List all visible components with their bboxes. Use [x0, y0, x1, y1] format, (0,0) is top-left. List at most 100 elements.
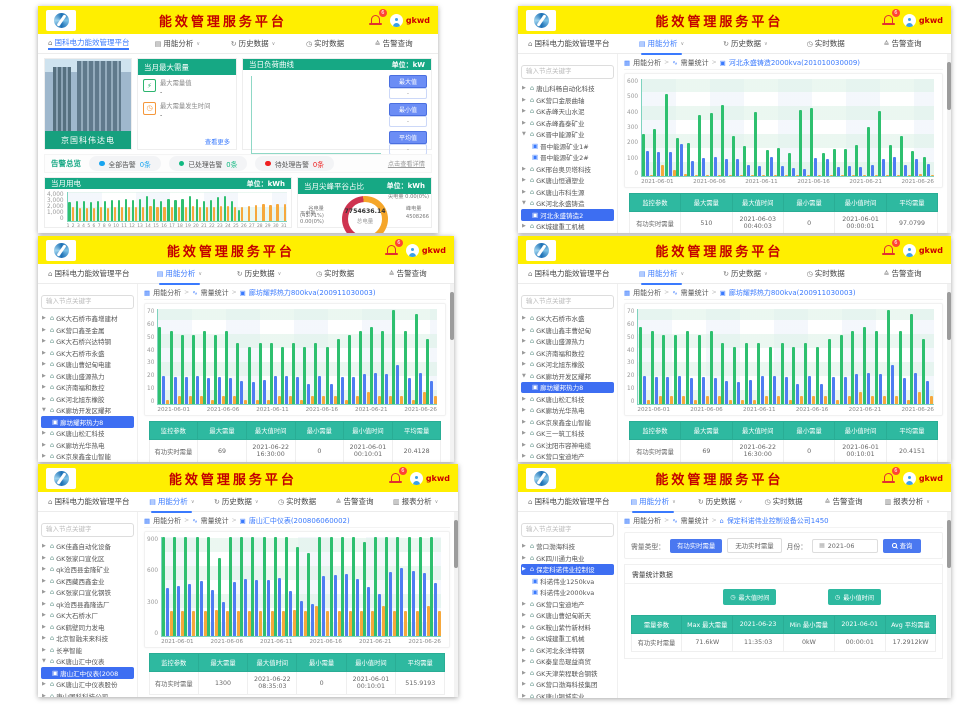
nav-energy-analysis[interactable]: ▤ 用能分析 ∨	[638, 39, 685, 55]
chevron-collapsed-icon[interactable]: ▶	[522, 669, 526, 676]
tree-node[interactable]: ▶ ⌂ GK三一筑工科技	[521, 428, 614, 440]
tree-node[interactable]: ▼ ⌂ GK廊坊开发区耀邦	[521, 370, 614, 382]
chevron-collapsed-icon[interactable]: ▶	[42, 441, 46, 448]
breadcrumb-root[interactable]: 用能分析	[633, 58, 662, 67]
tree-node[interactable]: ▶ ⌂ 北京智融未来科技	[41, 633, 134, 645]
breadcrumb-mid[interactable]: 需量统计	[680, 288, 709, 297]
chevron-expanded-icon[interactable]: ▼	[42, 407, 46, 414]
chevron-collapsed-icon[interactable]: ▶	[522, 600, 526, 607]
tree-node[interactable]: ▶ ⌂ GK张家口宣化区	[41, 552, 134, 564]
tree-node[interactable]: ▶ ⌂ 营口渤海科技	[521, 541, 614, 553]
nav-realtime-data[interactable]: ◷ 实时数据	[305, 39, 345, 48]
user-menu[interactable]: gkwd	[902, 243, 943, 257]
nav-alarm-query[interactable]: ≙ 告警查询	[824, 497, 863, 506]
tree-node[interactable]: ▶ ⌂ GK唐山汇中仪表股份	[41, 679, 134, 691]
query-button[interactable]: 查询	[883, 538, 922, 553]
tree-node[interactable]: ▶ ⌂ GK济南福和数控	[41, 382, 134, 394]
nav-history-data[interactable]: ↻ 历史数据 ∨	[723, 269, 768, 278]
chevron-collapsed-icon[interactable]: ▶	[522, 96, 526, 103]
chevron-collapsed-icon[interactable]: ▶	[522, 326, 526, 333]
user-menu[interactable]: gkwd	[409, 471, 450, 485]
tree-node[interactable]: ▶ ⌂ GK大石桥水厂	[41, 610, 134, 622]
tree-node[interactable]: ▶ ⌂ GK大石桥市永盛	[41, 347, 134, 359]
tree-node[interactable]: ▼ ⌂ GK唐山汇中仪表	[41, 656, 134, 668]
notification-bell[interactable]: 6	[881, 9, 900, 27]
chevron-collapsed-icon[interactable]: ▶	[522, 441, 526, 448]
tree-node[interactable]: ▶ ⌂ GK京泉鑫金山智能	[521, 416, 614, 428]
nav-history-data[interactable]: ↻ 历史数据 ∨	[230, 39, 276, 48]
node-search-input[interactable]	[41, 522, 134, 537]
chevron-collapsed-icon[interactable]: ▶	[522, 418, 526, 425]
tree-node[interactable]: ▶ ⌂ GK鞍山紫竹新材料	[521, 621, 614, 633]
chevron-collapsed-icon[interactable]: ▶	[42, 646, 46, 653]
nav-energy-analysis[interactable]: ▤ 用能分析 ∨	[638, 269, 685, 285]
tree-node[interactable]: ▶⌂GK河北清河智能	[521, 232, 614, 233]
tree-node[interactable]: ▣ 晋中能源矿业1#	[521, 140, 614, 152]
chevron-collapsed-icon[interactable]: ▶	[42, 589, 46, 596]
nav-home[interactable]: ⌂ 国科电力能效管理平台	[48, 37, 130, 50]
chevron-collapsed-icon[interactable]: ▶	[522, 692, 526, 698]
chevron-collapsed-icon[interactable]: ▶	[522, 566, 526, 573]
chevron-collapsed-icon[interactable]: ▶	[522, 349, 526, 356]
chevron-collapsed-icon[interactable]: ▶	[522, 453, 526, 460]
breadcrumb-root[interactable]: 用能分析	[153, 288, 182, 297]
reactive-demand-button[interactable]: 无功实时需量	[727, 538, 782, 553]
tree-node[interactable]: ▶ ⌂ GK大石桥兴达特钢	[41, 336, 134, 348]
scrollbar-thumb[interactable]	[450, 292, 454, 340]
tree-node[interactable]: ▣ 廊坊耀邦热力8	[521, 381, 614, 393]
scrollbar-thumb[interactable]	[947, 62, 951, 110]
chevron-collapsed-icon[interactable]: ▶	[42, 692, 46, 697]
tree-node[interactable]: ▶ ⌂ 保定科诺伟业控制设	[521, 563, 614, 575]
tree-node[interactable]: ▶ ⌂ GK唐山曹妃甸电建	[41, 359, 134, 371]
tree-node[interactable]: ▶ ⌂ GK鹤壁同力发电	[41, 621, 134, 633]
nav-home[interactable]: ⌂ 国科电力能效管理平台	[48, 497, 130, 506]
nav-realtime-data[interactable]: ◷ 实时数据	[806, 39, 845, 48]
tree-node[interactable]: ▶ ⌂ GK城建重工机械	[521, 221, 614, 233]
breadcrumb-mid[interactable]: 需量统计	[200, 288, 229, 297]
scrollbar[interactable]	[947, 54, 951, 233]
notification-bell[interactable]: 6	[384, 239, 403, 257]
tree-node[interactable]: ▶ ⌂ GK营口宝迪地产	[521, 598, 614, 610]
node-search-input[interactable]	[41, 294, 134, 309]
nav-realtime-data[interactable]: ◷ 实时数据	[315, 269, 355, 278]
month-picker[interactable]: ▦ 2021-06	[812, 538, 879, 553]
tree-node[interactable]: ▶ ⌂ GK唐山银城实业	[521, 690, 614, 698]
chevron-collapsed-icon[interactable]: ▶	[42, 635, 46, 642]
tree-node[interactable]: ▶ ⌂ GK唐山松汇科技	[41, 428, 134, 440]
notification-bell[interactable]: 6	[881, 467, 900, 485]
nav-realtime-data[interactable]: ◷ 实时数据	[278, 497, 317, 506]
tree-node[interactable]: ▣ 廊坊耀邦热力8	[41, 416, 134, 428]
tree-node[interactable]: ▶ ⌂ GK佳鑫自动化设备	[41, 541, 134, 553]
tree-node[interactable]: ▶ ⌂ GK河北旭东橡胶	[521, 359, 614, 371]
breadcrumb-root[interactable]: 用能分析	[633, 516, 662, 525]
tree-node[interactable]: ▶ ⌂ GK秦皇岛琨益商贸	[521, 656, 614, 668]
chevron-collapsed-icon[interactable]: ▶	[42, 600, 46, 607]
chevron-collapsed-icon[interactable]: ▶	[522, 646, 526, 653]
nav-realtime-data[interactable]: ◷ 实时数据	[806, 269, 845, 278]
tree-node[interactable]: ▣ 晋中能源矿业2#	[521, 152, 614, 164]
tree-node[interactable]: ▶ ⌂ GK唐山盛源热力	[521, 336, 614, 348]
nav-realtime-data[interactable]: ◷ 实时数据	[764, 497, 803, 506]
user-menu[interactable]: gkwd	[389, 13, 430, 27]
chevron-collapsed-icon[interactable]: ▶	[522, 165, 526, 172]
chevron-collapsed-icon[interactable]: ▶	[522, 315, 526, 322]
tree-node[interactable]: ▶ ⌂ GK营口金辰曲轴	[521, 94, 614, 106]
tree-node[interactable]: ▶ ⌂ GK京泉鑫金山智能	[41, 451, 134, 463]
tree-node[interactable]: ▶ ⌂ GK张家口宣化钢铁	[41, 587, 134, 599]
tree-node[interactable]: ▣ 河北永盛铸造2	[521, 209, 614, 221]
alarm-detail-link[interactable]: 点击查看详情	[387, 161, 425, 168]
chevron-collapsed-icon[interactable]: ▶	[42, 554, 46, 561]
chevron-collapsed-icon[interactable]: ▶	[42, 384, 46, 391]
notification-bell[interactable]: 6	[388, 467, 407, 485]
legend-button[interactable]: 最小值	[389, 103, 427, 116]
tree-node[interactable]: ▶ ⌂ qk沧西县金隆矿业	[41, 564, 134, 576]
chevron-expanded-icon[interactable]: ▼	[522, 372, 526, 379]
tree-node[interactable]: ▶ ⌂ GK天津荣程联合钢铁	[521, 667, 614, 679]
chevron-collapsed-icon[interactable]: ▶	[42, 577, 46, 584]
chevron-collapsed-icon[interactable]: ▶	[522, 361, 526, 368]
breadcrumb-mid[interactable]: 需量统计	[680, 58, 709, 67]
tree-node[interactable]: ▶ ⌂ GK济南福和数控	[521, 347, 614, 359]
tree-node[interactable]: ▶ ⌂ 长亭智能	[41, 644, 134, 656]
nav-report-analysis[interactable]: ▥ 报表分析 ∨	[884, 497, 930, 506]
scrollbar[interactable]	[454, 512, 458, 697]
